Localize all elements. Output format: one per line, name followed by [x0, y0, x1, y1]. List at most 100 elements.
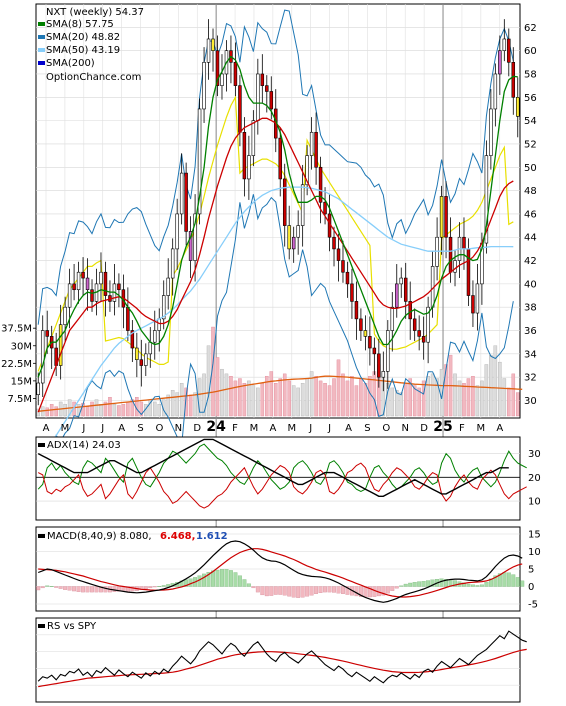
- volume-bar: [99, 404, 103, 417]
- x-tick-label: J: [327, 423, 331, 434]
- candle-body: [444, 196, 448, 238]
- x-tick-label: A: [269, 423, 276, 434]
- x-tick-label: M: [61, 423, 70, 434]
- volume-bar: [220, 368, 224, 417]
- volume-bar: [179, 383, 184, 417]
- volume-bar: [511, 373, 516, 417]
- x-tick-label: A: [118, 423, 125, 434]
- x-tick-label: D: [193, 423, 201, 434]
- volume-bar: [117, 405, 121, 417]
- volume-bar: [489, 354, 493, 417]
- x-tick-label: D: [420, 423, 428, 434]
- macd-histogram-bar: [94, 586, 99, 593]
- macd-histogram-bar: [273, 586, 278, 595]
- candle-body: [399, 277, 403, 285]
- candle-body: [45, 330, 49, 337]
- macd-histogram-bar: [166, 584, 171, 587]
- volume-y-axis: 37.5M 30M 22.5M 15M 7.5M: [1, 324, 36, 405]
- macd-histogram-bar: [354, 586, 359, 597]
- macd-histogram-bar: [318, 586, 323, 593]
- macd-histogram-bar: [381, 586, 386, 596]
- volume-bar: [372, 371, 377, 417]
- candle-body: [193, 213, 197, 261]
- volume-bar: [408, 378, 412, 417]
- macd-histogram-bar: [85, 586, 90, 593]
- macd-histogram-bar: [296, 586, 301, 598]
- candle-body: [170, 248, 175, 279]
- volume-bar: [157, 404, 162, 417]
- x-tick-label: A: [43, 423, 50, 434]
- candle-body: [135, 347, 139, 360]
- price-tick-label: 34: [524, 349, 537, 360]
- macd-histogram-bar: [493, 575, 498, 587]
- macd-histogram-bar: [363, 586, 368, 598]
- price-tick-label: 54: [524, 116, 537, 127]
- volume-bar: [462, 383, 466, 417]
- legend-swatch-sma50: [38, 48, 45, 52]
- candle-body: [462, 236, 466, 250]
- x-tick-label: O: [156, 423, 164, 434]
- candle-body: [314, 131, 318, 168]
- x-tick-label: 24: [206, 419, 226, 435]
- macd-histogram-bar: [278, 586, 283, 595]
- macd-histogram-bar: [341, 586, 345, 594]
- macd-histogram-bar: [206, 572, 211, 587]
- macd-histogram-bar: [246, 583, 251, 587]
- candle-body: [175, 213, 179, 250]
- macd-histogram-bar: [282, 586, 287, 596]
- watermark: OptionChance.com: [46, 72, 141, 83]
- bollinger-upper: [37, 9, 514, 325]
- candle-body: [507, 38, 511, 63]
- candle-body: [296, 225, 300, 238]
- x-axis: A M J J A S O N D 24 F M A M J J A S O N D 25 F M A: [43, 419, 504, 435]
- macd-histogram-bar: [220, 569, 224, 587]
- macd-histogram-bar: [36, 586, 41, 591]
- volume-bar: [291, 385, 296, 417]
- adx-tick-label: 20: [528, 473, 541, 484]
- adx-tick-label: 10: [528, 497, 541, 508]
- candle-body: [161, 295, 166, 320]
- candle-body: [76, 271, 81, 291]
- volume-bar: [233, 380, 238, 417]
- candle-body: [117, 283, 121, 291]
- candle-body: [36, 382, 40, 395]
- volume-bar: [36, 408, 41, 417]
- volume-bar: [184, 387, 188, 417]
- rs-average-line: [38, 648, 527, 688]
- candle-body: [63, 306, 67, 326]
- macd-histogram-bar: [332, 586, 336, 593]
- candle-body: [99, 271, 103, 285]
- candle-body: [372, 347, 377, 355]
- macd-histogram-bar: [58, 586, 63, 589]
- macd-histogram-bar: [367, 586, 372, 598]
- volume-bar: [108, 397, 112, 417]
- volume-bar: [90, 401, 94, 417]
- candle-body: [421, 336, 426, 343]
- volume-bar: [417, 387, 421, 417]
- macd-histogram-bar: [255, 586, 260, 593]
- price-tick-label: 50: [524, 163, 537, 174]
- macd-histogram-bar: [237, 575, 242, 587]
- volume-bar: [287, 380, 291, 417]
- price-tick-label: 48: [524, 186, 537, 197]
- candle-body: [67, 283, 72, 308]
- macd-histogram-bar: [385, 586, 390, 594]
- legend-swatch-sma20: [38, 35, 45, 39]
- macd-tick-label: 5: [528, 565, 534, 576]
- macd-histogram-bar: [520, 580, 525, 587]
- macd-histogram-bar: [515, 577, 520, 587]
- candle-body: [511, 62, 516, 98]
- x-tick-label: M: [287, 423, 296, 434]
- price-y-axis: 30 32 34 36 38 40 42 44 46 48 50 52 54 56 58 60 62: [524, 23, 537, 407]
- volume-bar: [466, 378, 471, 417]
- x-tick-label: J: [308, 423, 312, 434]
- candle-body: [130, 330, 135, 349]
- macd-histogram-bar: [358, 586, 363, 597]
- volume-bar: [215, 357, 220, 417]
- bollinger-lower: [37, 194, 514, 515]
- macd-histogram-bar: [251, 586, 256, 589]
- volume-bar: [332, 378, 336, 417]
- candle-body: [40, 330, 45, 384]
- macd-histogram-bar: [161, 585, 166, 587]
- candle-body: [238, 85, 242, 133]
